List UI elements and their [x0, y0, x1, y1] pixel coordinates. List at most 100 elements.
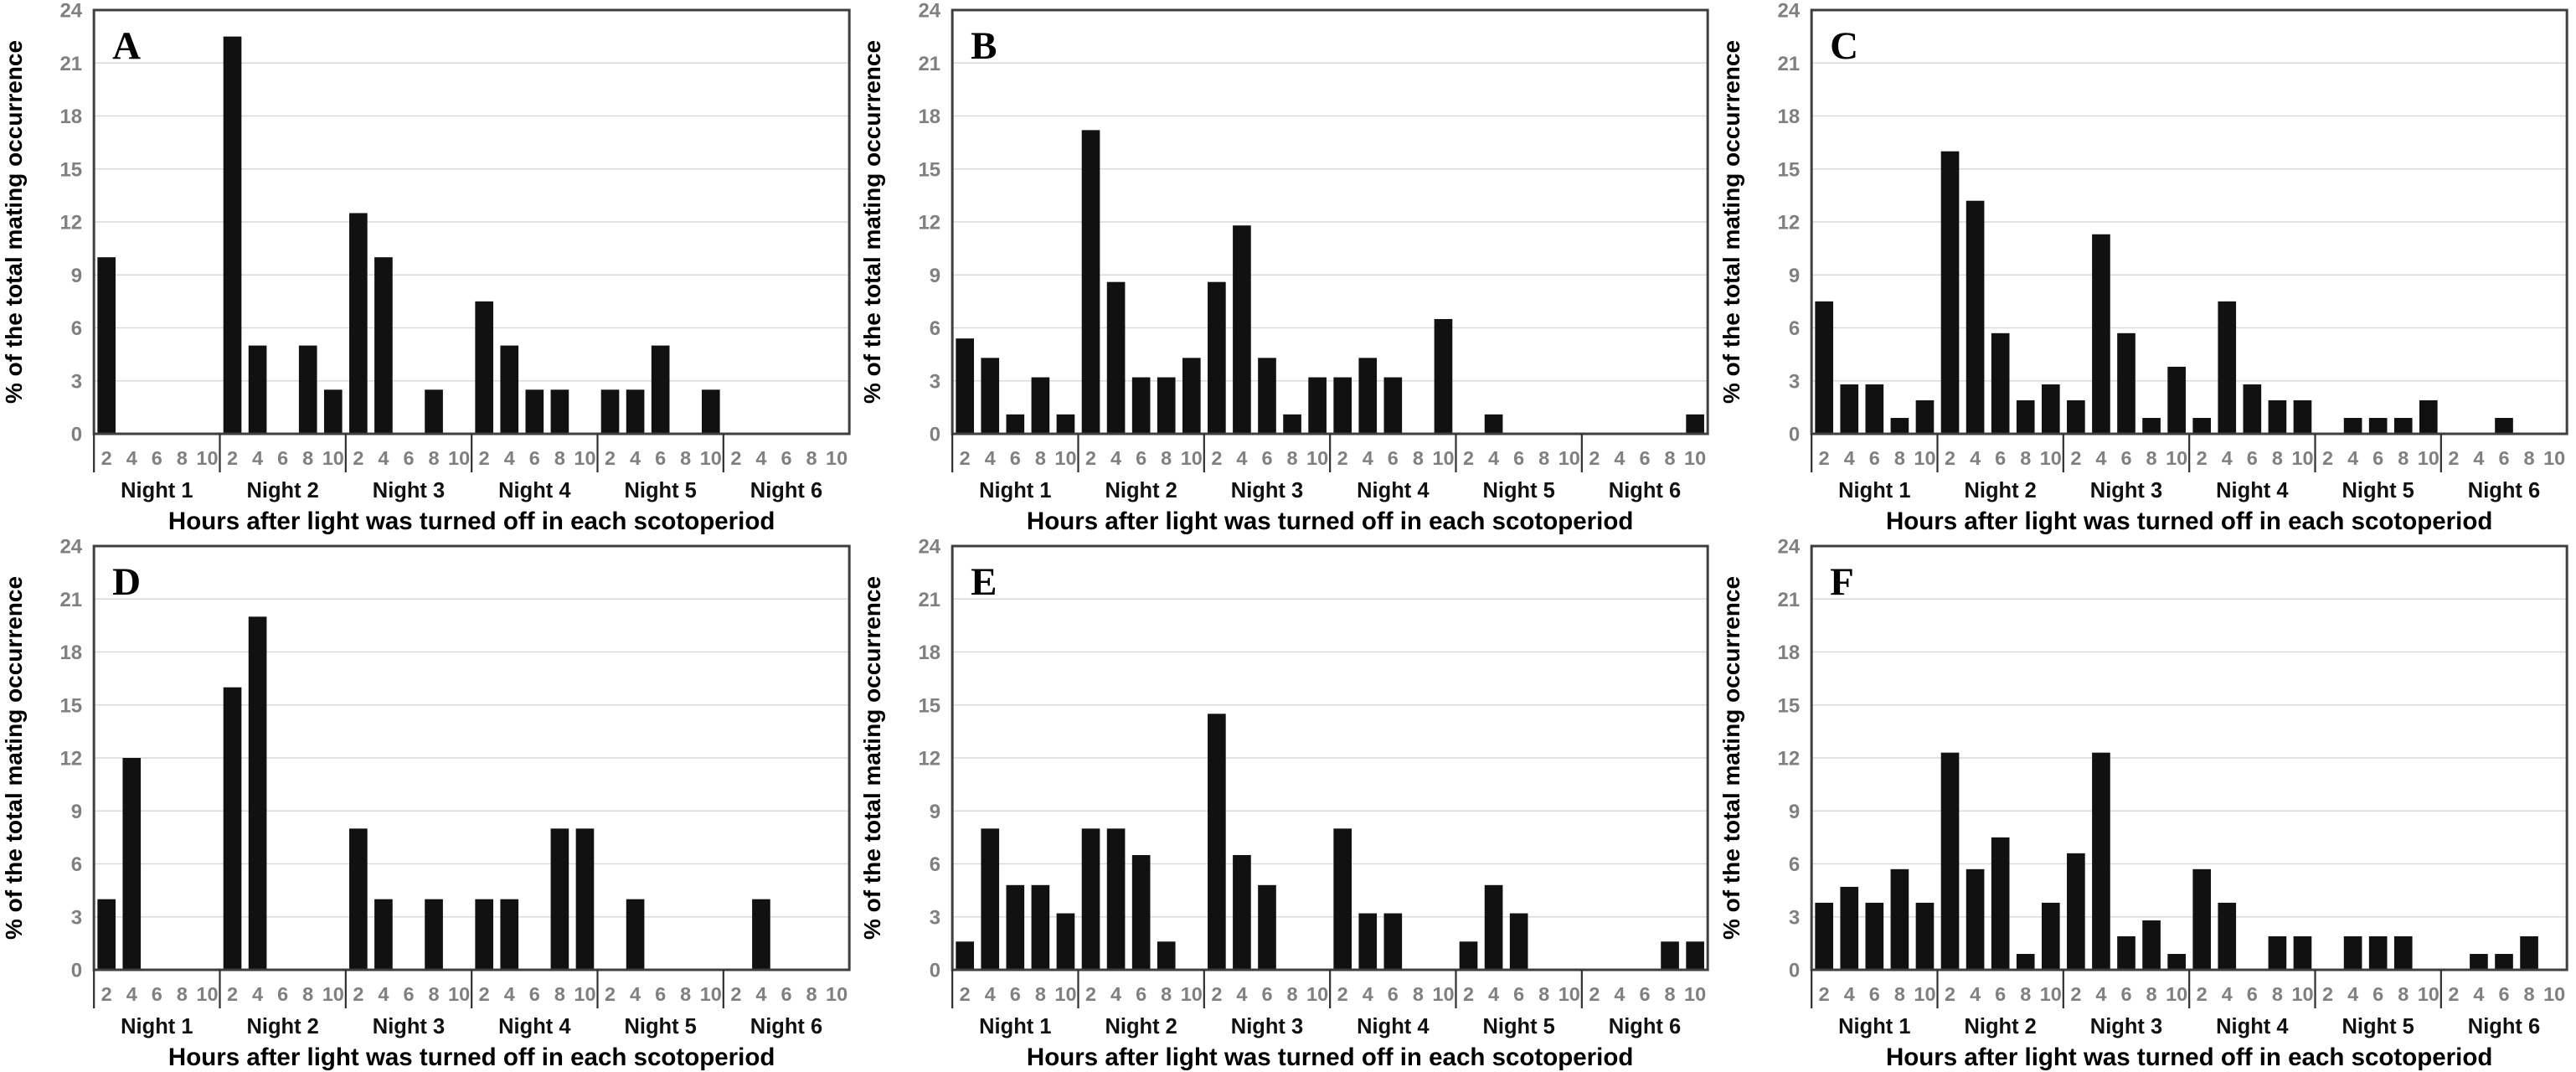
x-tick-label-A-night6-10: 10 — [826, 447, 848, 469]
x-tick-label-E-night5-6: 6 — [1513, 983, 1524, 1005]
bar-C-night3-hour10 — [2166, 366, 2186, 434]
x-tick-label-E-night4-4: 4 — [1363, 983, 1373, 1005]
bar-B-night2-hour10 — [1182, 358, 1201, 434]
x-tick-label-F-night3-6: 6 — [2120, 983, 2131, 1005]
x-tick-label-D-night2-8: 8 — [302, 983, 313, 1005]
night-label-1: Night 1 — [979, 479, 1051, 502]
bar-B-night3-hour8 — [1283, 414, 1302, 434]
x-tick-label-D-night6-10: 10 — [826, 983, 848, 1005]
bar-C-night3-hour2 — [2066, 399, 2085, 434]
y-tick-label-0: 0 — [1788, 960, 1799, 982]
x-tick-label-C-night6-10: 10 — [2543, 447, 2565, 469]
bar-F-night4-hour4 — [2218, 902, 2236, 970]
bar-D-night4-hour4 — [500, 899, 519, 970]
y-tick-label-12: 12 — [1777, 212, 1800, 234]
bar-C-night6-hour6 — [2494, 418, 2513, 434]
x-tick-label-C-night2-6: 6 — [1995, 447, 2006, 469]
x-tick-label-D-night3-10: 10 — [448, 983, 470, 1005]
chart-panel-C: 0 3 6 9 12 15 18 21 24 2 4 6 8 10 2 4 6 8 10 2 4 6 8 10 2 4 6 8 10 2 4… — [1717, 0, 2576, 536]
bar-E-night1-hour10 — [1056, 913, 1075, 970]
x-tick-label-F-night6-4: 4 — [2473, 983, 2484, 1005]
night-label-5: Night 5 — [1483, 479, 1555, 502]
x-tick-label-A-night4-4: 4 — [504, 447, 515, 469]
y-tick-label-3: 3 — [71, 370, 82, 393]
bar-A-night1-hour2 — [97, 257, 116, 434]
bar-A-night3-hour2 — [349, 213, 368, 435]
x-tick-label-D-night5-4: 4 — [630, 983, 641, 1005]
bar-F-night1-hour4 — [1840, 886, 1858, 970]
x-tick-label-D-night3-6: 6 — [403, 983, 414, 1005]
y-axis-title: % of the total mating occurrence — [859, 576, 885, 940]
x-tick-label-F-night2-4: 4 — [1970, 983, 1981, 1005]
y-tick-label-3: 3 — [71, 906, 82, 929]
bar-E-night4-hour6 — [1383, 913, 1403, 970]
bar-A-night5-hour4 — [626, 389, 645, 434]
y-tick-label-21: 21 — [1777, 53, 1800, 75]
y-axis-title: % of the total mating occurrence — [859, 40, 885, 404]
bar-F-night2-hour10 — [2041, 902, 2060, 970]
x-tick-label-C-night1-2: 2 — [1818, 447, 1829, 469]
x-tick-label-E-night6-10: 10 — [1684, 983, 1706, 1005]
x-tick-label-A-night4-2: 2 — [479, 447, 490, 469]
x-tick-label-A-night6-8: 8 — [806, 447, 817, 469]
x-tick-label-E-night2-4: 4 — [1110, 983, 1121, 1005]
chart-background — [858, 536, 1718, 1072]
x-tick-label-C-night4-2: 2 — [2196, 447, 2207, 469]
y-tick-label-18: 18 — [919, 106, 941, 128]
bar-A-night4-hour6 — [525, 389, 544, 434]
x-tick-label-A-night3-8: 8 — [429, 447, 440, 469]
y-axis-title: % of the total mating occurrence — [1, 576, 27, 940]
y-tick-label-18: 18 — [59, 106, 82, 128]
x-tick-label-F-night5-8: 8 — [2398, 983, 2409, 1005]
x-axis-title: Hours after light was turned off in each… — [1886, 1044, 2492, 1071]
panel-letter-F: F — [1830, 560, 1854, 604]
x-tick-label-F-night3-8: 8 — [2146, 983, 2156, 1005]
bar-E-night3-hour4 — [1233, 854, 1252, 970]
x-tick-label-B-night4-8: 8 — [1413, 447, 1424, 469]
y-tick-label-12: 12 — [1777, 748, 1800, 770]
y-tick-label-18: 18 — [1777, 106, 1800, 128]
x-tick-label-F-night5-6: 6 — [2372, 983, 2383, 1005]
y-tick-label-9: 9 — [930, 801, 940, 823]
x-tick-label-E-night6-8: 8 — [1665, 983, 1676, 1005]
bar-B-night1-hour4 — [981, 358, 1000, 434]
x-tick-label-B-night2-10: 10 — [1181, 447, 1203, 469]
y-tick-label-21: 21 — [919, 589, 941, 611]
bar-F-night3-hour10 — [2166, 954, 2186, 970]
x-tick-label-C-night2-8: 8 — [2020, 447, 2031, 469]
y-tick-label-0: 0 — [930, 424, 940, 446]
x-tick-label-C-night3-2: 2 — [2070, 447, 2081, 469]
x-tick-label-A-night5-2: 2 — [605, 447, 616, 469]
bar-E-night2-hour4 — [1107, 828, 1126, 970]
panel-letter-C: C — [1830, 24, 1858, 68]
x-tick-label-B-night2-6: 6 — [1136, 447, 1146, 469]
y-tick-label-21: 21 — [919, 53, 941, 75]
x-tick-label-C-night3-6: 6 — [2120, 447, 2131, 469]
x-axis-title: Hours after light was turned off in each… — [168, 508, 775, 535]
x-tick-label-B-night6-8: 8 — [1665, 447, 1676, 469]
bar-D-night4-hour8 — [550, 828, 569, 970]
bar-B-night3-hour4 — [1233, 225, 1252, 434]
x-tick-label-A-night1-6: 6 — [152, 447, 162, 469]
bar-B-night1-hour2 — [956, 338, 975, 434]
x-tick-label-E-night1-8: 8 — [1035, 983, 1046, 1005]
x-tick-label-D-night1-2: 2 — [101, 983, 112, 1005]
x-tick-label-A-night5-10: 10 — [700, 447, 722, 469]
night-label-5: Night 5 — [2342, 1015, 2414, 1038]
bar-F-night4-hour10 — [2293, 935, 2311, 970]
bar-C-night1-hour2 — [1815, 301, 1833, 434]
x-tick-label-A-night4-8: 8 — [554, 447, 565, 469]
x-tick-label-A-night2-8: 8 — [302, 447, 313, 469]
night-label-6: Night 6 — [750, 1015, 822, 1038]
x-tick-label-D-night5-6: 6 — [655, 983, 666, 1005]
night-label-4: Night 4 — [2216, 479, 2289, 502]
y-tick-label-3: 3 — [1788, 370, 1799, 393]
x-tick-label-F-night5-4: 4 — [2347, 983, 2358, 1005]
night-label-5: Night 5 — [2342, 479, 2414, 502]
y-tick-label-24: 24 — [1777, 0, 1800, 23]
x-tick-label-C-night1-10: 10 — [1914, 447, 1935, 469]
x-tick-label-C-night5-4: 4 — [2347, 447, 2358, 469]
night-label-1: Night 1 — [1838, 479, 1910, 502]
x-tick-label-F-night3-10: 10 — [2166, 983, 2187, 1005]
